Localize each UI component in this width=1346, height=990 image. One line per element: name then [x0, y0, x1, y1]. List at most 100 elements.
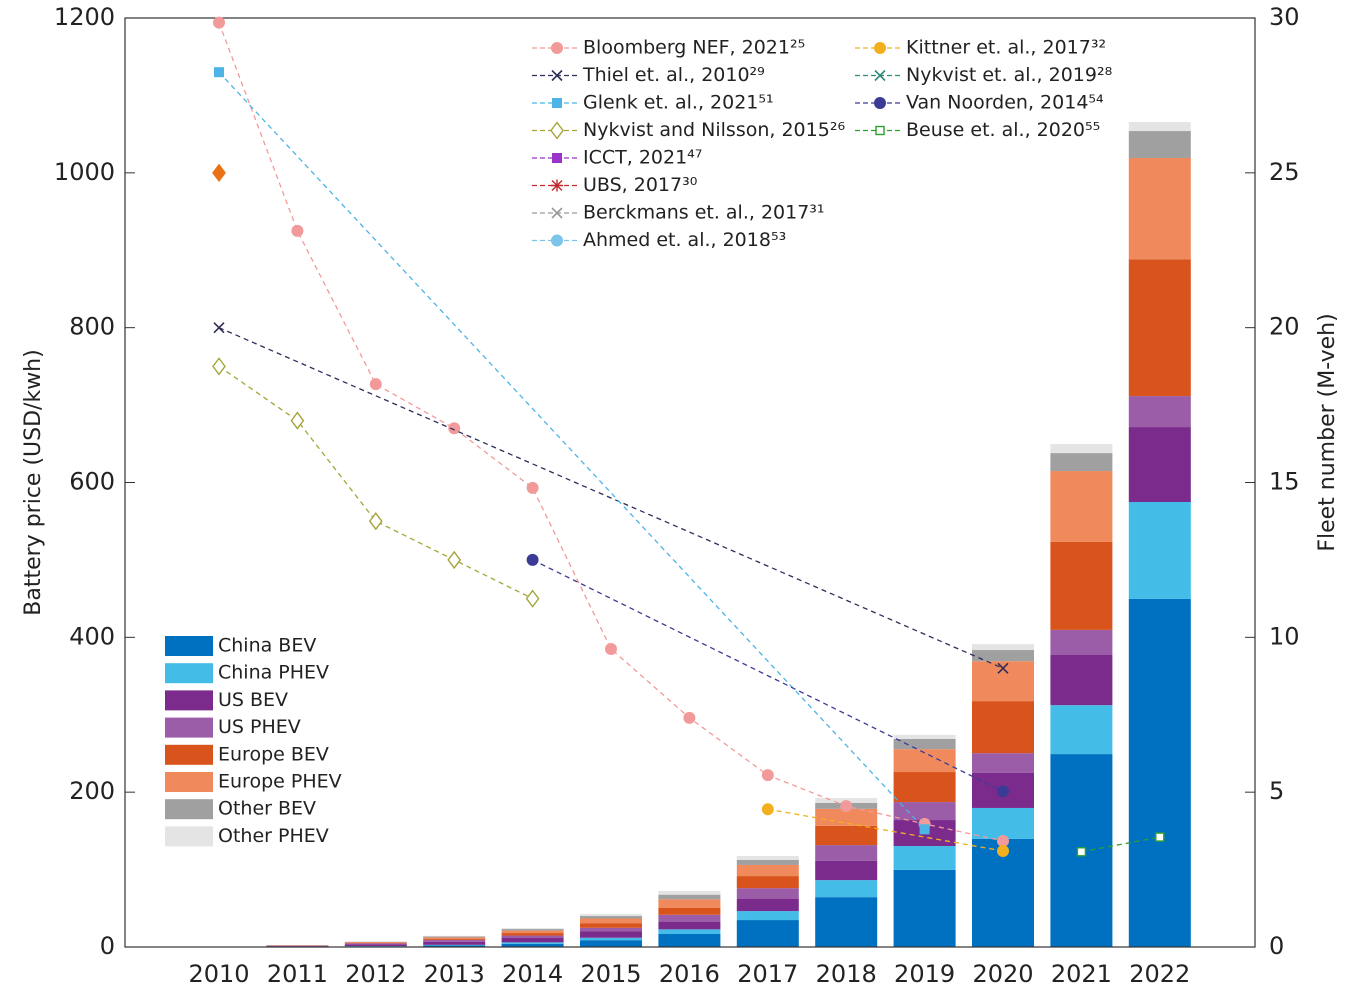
marker: [997, 834, 1009, 847]
bar-segment: [1050, 444, 1113, 454]
bar-segment: [893, 869, 956, 947]
bar-segment: [658, 921, 721, 930]
x-tick-label: 2010: [188, 960, 249, 988]
bar-segment: [972, 807, 1034, 839]
bar-segment: [1128, 502, 1191, 599]
y2-tick-label: 10: [1269, 622, 1300, 650]
marker: [551, 179, 563, 192]
marker: [761, 769, 774, 782]
bar-segment: [736, 859, 799, 865]
legend-label: UBS, 2017³⁰: [583, 174, 697, 196]
legend-label: Bloomberg NEF, 2021²⁵: [583, 37, 805, 59]
marker: [874, 42, 886, 54]
bar-segment: [344, 943, 407, 945]
marker: [605, 642, 617, 655]
legend-label: Other BEV: [218, 798, 316, 820]
y-tick-label: 800: [69, 313, 115, 341]
bar-segment: [423, 939, 486, 942]
bar-segment: [501, 943, 564, 947]
legend-swatch: [165, 772, 213, 792]
marker: [551, 234, 563, 247]
marker: [291, 224, 304, 237]
bar-segment: [580, 937, 642, 941]
bar-segment: [658, 899, 721, 908]
x-tick-label: 2021: [1051, 960, 1112, 988]
x-tick-label: 2018: [816, 960, 877, 988]
marker: [551, 42, 563, 54]
marker: [1155, 832, 1165, 842]
legend-label: China PHEV: [218, 662, 329, 684]
legend-label: Ahmed et. al., 2018⁵³: [583, 229, 786, 251]
bar-segment: [893, 749, 956, 773]
y2-tick-label: 25: [1269, 158, 1300, 186]
bar-segment: [423, 937, 486, 939]
marker: [369, 378, 382, 391]
marker: [552, 98, 562, 108]
y-tick-label: 1000: [54, 158, 115, 186]
legend-label: US PHEV: [218, 716, 301, 738]
marker: [448, 422, 461, 435]
bar-segment: [815, 880, 878, 898]
legend-label: Nykvist and Nilsson, 2015²⁶: [583, 119, 845, 141]
marker: [212, 163, 226, 182]
marker: [526, 553, 539, 566]
price-line: [218, 22, 1004, 842]
bar-segment: [893, 738, 956, 750]
x-tick-label: 2017: [737, 960, 798, 988]
bar-segment: [423, 944, 486, 946]
bar-segment: [1128, 598, 1191, 947]
bar-segment: [1128, 131, 1191, 158]
price-line: [532, 559, 1004, 792]
marker: [290, 411, 305, 430]
legend-label: Europe BEV: [218, 743, 329, 765]
bar-segment: [1128, 427, 1191, 503]
bar-segment: [1050, 541, 1113, 630]
marker: [525, 589, 540, 608]
bar-segment: [580, 923, 642, 928]
bar-segment: [972, 753, 1034, 773]
bar-segment: [1050, 471, 1113, 542]
x-tick-label: 2022: [1129, 960, 1190, 988]
y2-tick-label: 15: [1269, 468, 1300, 496]
marker: [997, 662, 1009, 674]
marker: [874, 97, 886, 109]
bar-segment: [1128, 122, 1191, 132]
x-tick-label: 2012: [345, 960, 406, 988]
marker: [213, 16, 225, 29]
bar-segment: [501, 928, 564, 930]
marker: [552, 153, 562, 163]
y2-tick-label: 0: [1269, 932, 1284, 960]
x-tick-label: 2015: [580, 960, 641, 988]
bar-segment: [893, 772, 956, 803]
bar-segment: [736, 855, 799, 860]
x-tick-label: 2011: [267, 960, 328, 988]
marker: [368, 512, 383, 531]
bar-segment: [972, 650, 1034, 662]
marker: [875, 125, 885, 136]
marker: [919, 824, 930, 835]
marker: [840, 800, 853, 813]
y-tick-label: 1200: [54, 3, 115, 31]
bar-segment: [658, 907, 721, 915]
bar-segment: [423, 938, 486, 940]
bar-segment: [501, 935, 564, 939]
price-line: [767, 808, 1004, 852]
marker: [997, 785, 1009, 798]
bar-segment: [658, 929, 721, 934]
bar-segment: [972, 701, 1034, 754]
legend-label: ICCT, 2021⁴⁷: [583, 147, 702, 169]
legend-label: Van Noorden, 2014⁵⁴: [906, 92, 1104, 114]
legend-label: US BEV: [218, 689, 288, 711]
bar-segment: [658, 894, 721, 900]
bar-segment: [658, 914, 721, 922]
marker: [213, 322, 225, 334]
marker: [447, 550, 462, 570]
legend-label: Other PHEV: [218, 825, 329, 847]
bar-segment: [580, 916, 642, 919]
y-axis-title: Battery price (USD/kwh): [21, 349, 46, 615]
marker: [214, 67, 224, 78]
legend-label: Europe PHEV: [218, 771, 342, 793]
bar-segment: [893, 802, 956, 821]
legend-swatch: [165, 826, 213, 847]
bar-segment: [815, 808, 878, 826]
